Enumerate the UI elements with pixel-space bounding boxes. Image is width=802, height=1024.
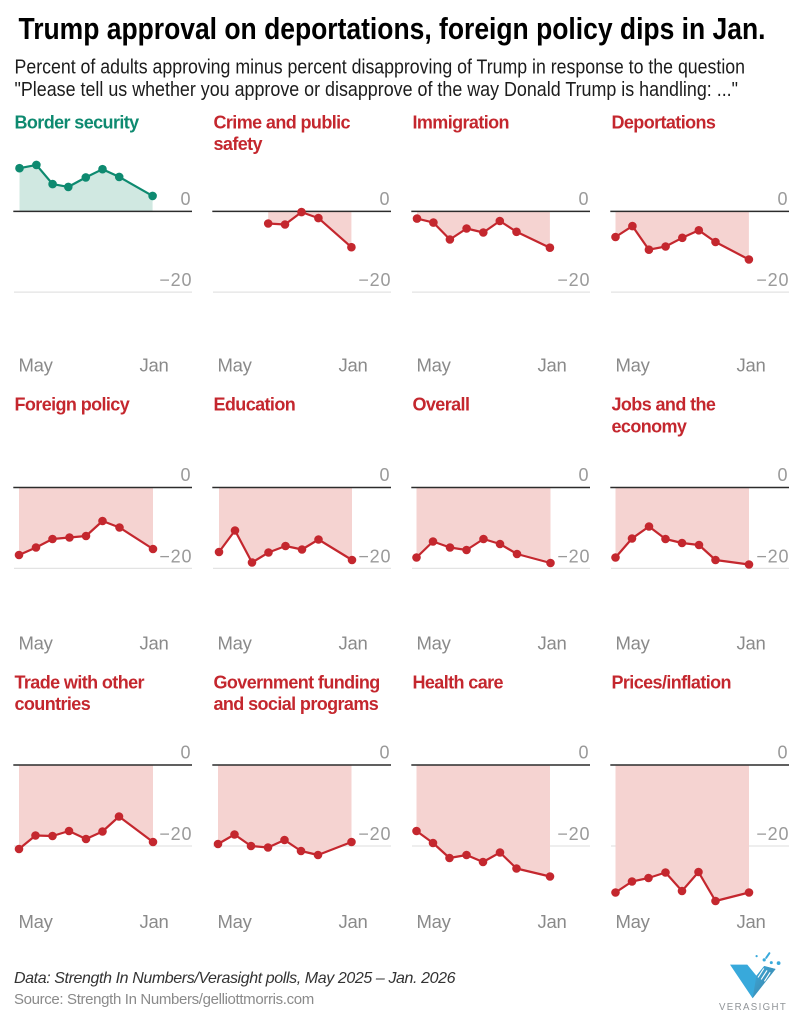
svg-text:Health care: Health care bbox=[413, 672, 504, 692]
svg-text:0: 0 bbox=[777, 465, 787, 485]
svg-text:"Please tell us whether you ap: "Please tell us whether you approve or d… bbox=[15, 79, 739, 101]
svg-text:May: May bbox=[19, 355, 54, 376]
svg-text:−20: −20 bbox=[358, 824, 391, 844]
svg-text:safety: safety bbox=[214, 134, 263, 154]
svg-text:May: May bbox=[19, 911, 54, 932]
svg-text:Government funding: Government funding bbox=[214, 672, 380, 692]
svg-text:Source: Strength In Numbers/ge: Source: Strength In Numbers/gelliottmorr… bbox=[14, 991, 314, 1008]
svg-text:May: May bbox=[616, 911, 651, 932]
svg-text:−20: −20 bbox=[159, 546, 192, 566]
svg-text:Percent of adults approving mi: Percent of adults approving minus percen… bbox=[15, 57, 746, 79]
svg-text:Jan: Jan bbox=[140, 355, 169, 376]
svg-text:−20: −20 bbox=[557, 824, 590, 844]
svg-text:−20: −20 bbox=[756, 546, 789, 566]
svg-text:Jan: Jan bbox=[737, 633, 766, 654]
svg-text:−20: −20 bbox=[756, 270, 789, 290]
svg-text:Jan: Jan bbox=[538, 911, 567, 932]
svg-text:0: 0 bbox=[379, 465, 389, 485]
svg-text:VERASIGHT: VERASIGHT bbox=[719, 1002, 787, 1013]
svg-text:−20: −20 bbox=[557, 546, 590, 566]
svg-text:Jan: Jan bbox=[339, 355, 368, 376]
svg-text:Border security: Border security bbox=[15, 112, 140, 132]
svg-text:May: May bbox=[417, 355, 452, 376]
svg-text:Trump approval on deportations: Trump approval on deportations, foreign … bbox=[19, 12, 766, 46]
svg-text:Data: Strength In Numbers/Vera: Data: Strength In Numbers/Verasight poll… bbox=[14, 970, 456, 987]
svg-text:0: 0 bbox=[777, 189, 787, 209]
svg-text:−20: −20 bbox=[358, 546, 391, 566]
svg-text:Jan: Jan bbox=[339, 633, 368, 654]
svg-text:0: 0 bbox=[180, 465, 190, 485]
svg-text:Jan: Jan bbox=[538, 633, 567, 654]
svg-text:Jan: Jan bbox=[538, 355, 567, 376]
svg-text:−20: −20 bbox=[159, 270, 192, 290]
svg-text:and social programs: and social programs bbox=[214, 694, 379, 714]
svg-text:0: 0 bbox=[578, 189, 588, 209]
svg-text:economy: economy bbox=[612, 416, 687, 436]
svg-text:−20: −20 bbox=[756, 824, 789, 844]
svg-text:May: May bbox=[417, 633, 452, 654]
svg-text:0: 0 bbox=[578, 743, 588, 763]
svg-text:May: May bbox=[19, 633, 54, 654]
svg-text:Jan: Jan bbox=[737, 355, 766, 376]
svg-text:−20: −20 bbox=[358, 270, 391, 290]
svg-text:Prices/inflation: Prices/inflation bbox=[612, 672, 731, 692]
svg-text:May: May bbox=[616, 355, 651, 376]
svg-text:Jan: Jan bbox=[140, 633, 169, 654]
svg-text:Jan: Jan bbox=[339, 911, 368, 932]
svg-text:0: 0 bbox=[777, 743, 787, 763]
svg-text:−20: −20 bbox=[159, 824, 192, 844]
svg-text:0: 0 bbox=[180, 189, 190, 209]
svg-text:Overall: Overall bbox=[413, 395, 470, 415]
svg-text:Crime and public: Crime and public bbox=[214, 112, 351, 132]
svg-text:May: May bbox=[417, 911, 452, 932]
svg-text:Education: Education bbox=[214, 395, 296, 415]
svg-text:Foreign policy: Foreign policy bbox=[15, 395, 130, 415]
svg-text:Jan: Jan bbox=[140, 911, 169, 932]
svg-text:0: 0 bbox=[578, 465, 588, 485]
svg-text:countries: countries bbox=[15, 694, 91, 714]
svg-text:May: May bbox=[616, 633, 651, 654]
svg-text:Jan: Jan bbox=[737, 911, 766, 932]
svg-text:0: 0 bbox=[379, 743, 389, 763]
svg-text:May: May bbox=[218, 355, 253, 376]
svg-text:Trade with other: Trade with other bbox=[15, 672, 145, 692]
svg-text:−20: −20 bbox=[557, 270, 590, 290]
svg-text:Jobs and the: Jobs and the bbox=[612, 395, 716, 415]
svg-text:0: 0 bbox=[180, 743, 190, 763]
svg-text:May: May bbox=[218, 911, 253, 932]
svg-text:0: 0 bbox=[379, 189, 389, 209]
svg-text:May: May bbox=[218, 633, 253, 654]
svg-text:Deportations: Deportations bbox=[612, 112, 716, 132]
svg-text:Immigration: Immigration bbox=[413, 112, 509, 132]
